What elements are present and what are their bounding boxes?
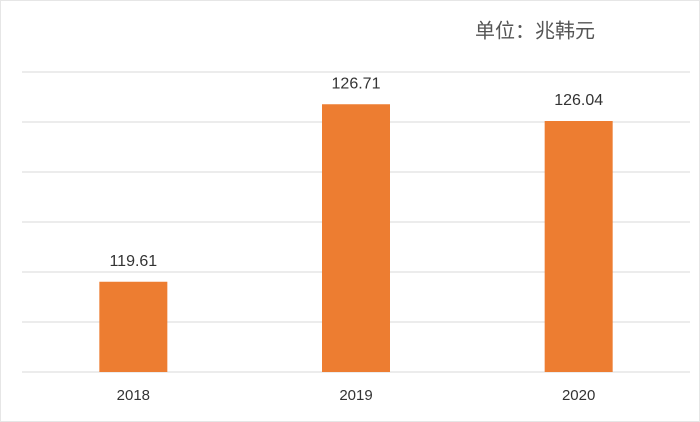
unit-label: 单位：兆韩元 <box>475 19 595 42</box>
bar <box>544 121 613 372</box>
bar <box>99 281 168 372</box>
x-tick-label: 2020 <box>562 387 595 404</box>
x-tick-label: 2018 <box>117 387 150 404</box>
data-label: 119.61 <box>109 253 157 270</box>
x-tick-label: 2019 <box>339 387 372 404</box>
bar <box>322 104 390 372</box>
data-label: 126.71 <box>332 75 381 92</box>
data-label: 126.04 <box>554 92 603 109</box>
